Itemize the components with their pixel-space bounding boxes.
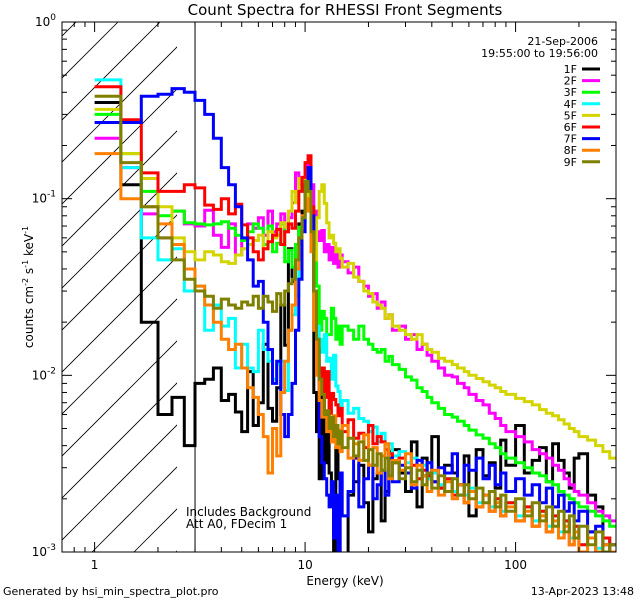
- date-label: 21-Sep-2006: [527, 35, 598, 48]
- legend-label: 8F: [564, 144, 577, 157]
- x-tick-label: 10: [297, 558, 312, 572]
- footer-timestamp: 13-Apr-2023 13:48: [531, 585, 634, 598]
- background-note: Includes Background: [186, 505, 311, 519]
- y-tick-label: 10-2: [32, 366, 56, 382]
- hatch-line: [62, 256, 177, 373]
- y-axis-label: counts cm-2 s-1 keV-1: [21, 226, 36, 348]
- y-tick-label: 100: [35, 13, 56, 29]
- hatch-line: [62, 214, 177, 331]
- x-axis-label: Energy (keV): [306, 574, 383, 588]
- plot-frame: [61, 21, 617, 553]
- x-tick-label: 100: [504, 558, 527, 572]
- series-line-5f: [94, 107, 616, 460]
- footer-generated: Generated by hsi_min_spectra_plot.pro: [3, 585, 219, 598]
- x-tick-label: 1: [91, 558, 99, 572]
- x-tick-labels: 1 10 100: [91, 558, 527, 572]
- legend-label: 1F: [564, 63, 577, 76]
- legend-label: 3F: [564, 86, 577, 99]
- chart-title: Count Spectra for RHESSI Front Segments: [188, 1, 503, 19]
- legend-label: 7F: [564, 133, 577, 146]
- hatch-line: [62, 382, 177, 499]
- time-range-label: 19:55:00 to 19:56:00: [481, 47, 598, 60]
- series-line-9f: [94, 94, 616, 552]
- y-tick-labels: 100 10-1 10-2 10-3: [32, 13, 57, 559]
- legend-label: 5F: [564, 109, 577, 122]
- attenuator-note: Att A0, FDecim 1: [186, 517, 287, 531]
- hatch-line: [62, 424, 177, 541]
- legend-label: 4F: [564, 98, 577, 111]
- series-lines: [94, 78, 616, 552]
- y-tick-label: 10-1: [32, 190, 56, 206]
- hatch-line: [62, 172, 177, 289]
- legend-label: 6F: [564, 121, 577, 134]
- legend-label: 9F: [564, 156, 577, 169]
- legend-label: 2F: [564, 75, 577, 88]
- axis-ticks: [61, 21, 617, 553]
- series-line-3f: [94, 112, 616, 528]
- hatch-line: [62, 46, 177, 163]
- y-tick-label: 10-3: [32, 543, 56, 559]
